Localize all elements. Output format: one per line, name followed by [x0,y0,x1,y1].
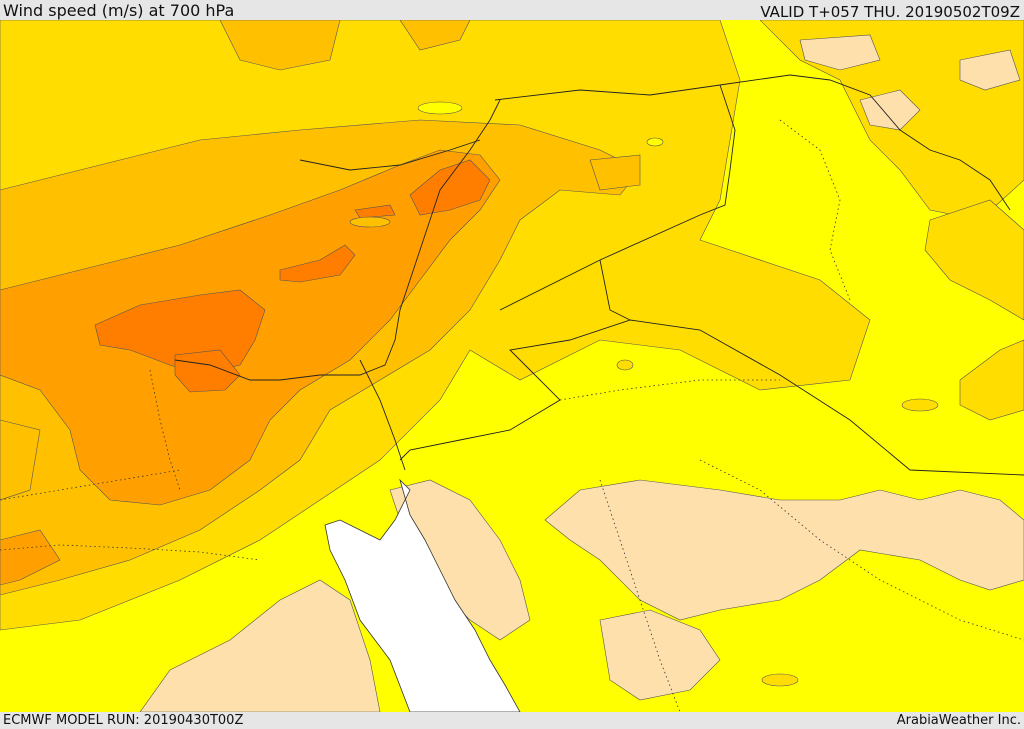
strongest-wind-core-4 [409,159,491,216]
very-weak-wind-south [544,479,1024,621]
border-saudi-iraq [629,319,1024,476]
dotted-boundary-7 [0,469,181,501]
dotted-boundary-3 [779,119,851,301]
blob-2 [761,673,799,687]
very-weak-wind-se [599,609,721,701]
moderate-wind-east2 [959,339,1024,421]
valid-time: VALID T+057 THU. 20190502T09Z [760,3,1020,21]
border-jordan-saudi [399,259,632,461]
border-northeast [494,74,1011,211]
strong-wind-north2 [399,20,471,51]
strong-wind-ne [589,154,641,191]
footer-bar: ECMWF MODEL RUN: 20190430T00Z ArabiaWeat… [0,712,1024,729]
moderate-wind-east [924,199,1024,321]
weather-map [0,20,1024,712]
coast-turkey [299,139,481,171]
coastline-levant [174,99,501,381]
strongest-wind-core-5 [354,204,396,219]
strong-wind-north [219,20,341,71]
header-bar: Wind speed (m/s) at 700 hPa VALID T+057 … [0,0,1024,21]
island-cyprus [349,216,391,228]
dotted-boundary-6 [599,479,681,712]
strongest-wind-core-2 [174,349,241,393]
very-weak-wind-ne [859,89,921,131]
lake-1 [417,101,463,115]
very-weak-wind-ne2 [799,34,881,71]
dotted-boundary-5 [149,369,181,491]
border-sinai [359,359,406,471]
very-weak-wind-sw [139,579,381,712]
very-weak-wind-e [959,49,1021,91]
lake-2 [646,137,664,147]
stronger-wind-sw [0,529,61,586]
dotted-boundary-1 [0,544,261,561]
map-title: Wind speed (m/s) at 700 hPa [3,1,235,20]
dotted-boundary-2 [559,379,780,401]
strongest-wind-core-3 [279,244,356,283]
lake-3 [616,359,634,371]
blob-1 [901,398,939,412]
dotted-boundary-4 [699,459,1024,641]
strong-wind-west [0,419,41,501]
model-run-label: ECMWF MODEL RUN: 20190430T00Z [3,713,244,728]
credit-label: ArabiaWeather Inc. [896,713,1021,728]
red-sea [324,478,521,712]
